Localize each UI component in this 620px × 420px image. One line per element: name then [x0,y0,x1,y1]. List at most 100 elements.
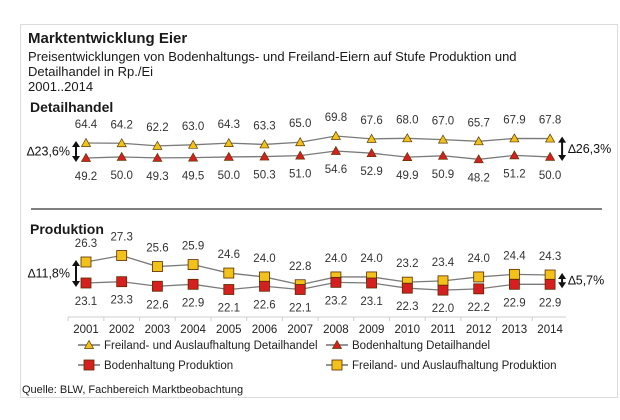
detailhandel-point-0-2013 [509,133,520,143]
detailhandel-data-label-1-2009: 52.9 [360,166,382,178]
x-tick-label-2002: 2002 [109,324,135,336]
detailhandel-point-0-2012 [473,136,484,146]
detailhandel-data-label-0-2011: 67.0 [432,116,454,128]
produktion-data-label-1-2006: 22.6 [253,299,275,311]
detailhandel-point-1-2006 [259,151,270,161]
detailhandel-point-1-2007 [295,150,306,160]
produktion-data-label-1-2013: 22.9 [503,297,525,309]
detailhandel-data-label-1-2008: 54.6 [325,164,347,176]
x-tick-label-2013: 2013 [502,324,528,336]
detailhandel-data-label-0-2007: 65.0 [289,118,311,130]
produktion-delta-arrow-start-head-down [72,281,80,287]
detailhandel-data-label-0-2003: 62.2 [146,122,168,134]
detailhandel-point-1-2013 [509,150,520,160]
detailhandel-data-label-0-2005: 64.3 [218,119,240,131]
detailhandel-point-0-2005 [223,137,234,147]
detailhandel-data-label-1-2006: 50.3 [253,170,275,182]
produktion-data-label-0-2013: 24.4 [503,250,526,262]
produktion-data-label-1-2005: 22.1 [218,303,240,315]
detailhandel-data-label-0-2013: 67.9 [503,114,525,126]
detailhandel-data-label-1-2007: 51.0 [289,169,311,181]
detailhandel-data-label-1-2014: 50.0 [539,170,561,182]
produktion-data-label-1-2001: 23.1 [75,296,97,308]
produktion-data-label-0-2005: 24.6 [218,249,240,261]
chart-title: Marktentwicklung Eier [28,30,188,47]
legend-marker-2 [83,359,95,371]
section-title-produktion: Produktion [30,221,104,237]
x-tick-label-2008: 2008 [323,324,349,336]
x-tick-label-2010: 2010 [395,324,421,336]
produktion-point-1-2001 [80,277,92,289]
x-tick-label-2006: 2006 [252,324,278,336]
produktion-point-1-2002 [116,276,128,288]
produktion-point-1-2003 [151,280,163,292]
detailhandel-data-label-0-2006: 63.3 [253,120,275,132]
detailhandel-delta-arrow-end-head-up [558,136,567,143]
section-title-detailhandel: Detailhandel [30,99,114,115]
detailhandel-line-0 [85,135,551,147]
detailhandel-point-0-2003 [152,140,163,150]
produktion-line-1 [85,281,551,291]
detailhandel-data-label-1-2012: 48.2 [468,172,490,184]
produktion-data-label-0-2002: 27.3 [111,232,133,244]
detailhandel-point-1-2004 [188,152,199,162]
legend-marker-0 [83,339,95,349]
produktion-point-1-2007 [294,284,306,295]
chart-subtitle-line2: Detailhandel in Rp./Ei [28,64,154,79]
detailhandel-data-label-0-2004: 63.0 [182,121,204,133]
detailhandel-point-0-2011 [437,134,449,144]
produktion-point-0-2013 [508,268,520,280]
detailhandel-point-1-2014 [545,151,556,161]
detailhandel-point-0-2008 [330,130,341,140]
detailhandel-data-label-0-2001: 64.4 [75,119,98,131]
produktion-data-label-1-2002: 23.3 [111,295,133,307]
produktion-data-label-1-2010: 22.3 [396,301,418,313]
x-tick-label-2009: 2009 [359,324,385,336]
detailhandel-delta-end-label: ∆26,3% [568,142,611,156]
produktion-data-label-1-2009: 23.1 [360,296,382,308]
detailhandel-point-1-2002 [116,151,127,161]
legend-label-2: Bodenhaltung Produktion [104,360,233,372]
produktion-point-0-2006 [259,271,270,283]
detailhandel-point-0-2001 [80,137,92,147]
detailhandel-point-0-2009 [366,133,377,143]
detailhandel-data-label-0-2009: 67.6 [360,115,382,127]
detailhandel-delta-arrow-start-head-up [72,141,80,147]
produktion-point-1-2011 [437,284,449,296]
detailhandel-data-label-1-2004: 49.5 [182,171,204,183]
detailhandel-point-1-2012 [473,154,484,164]
detailhandel-delta-start-label: ∆23,6% [27,145,70,159]
produktion-point-1-2008 [330,276,342,288]
produktion-point-0-2002 [116,250,128,261]
chart-period: 2001..2014 [28,79,94,94]
x-tick-label-2007: 2007 [287,324,313,336]
detailhandel-point-1-2010 [402,151,413,161]
produktion-point-1-2013 [508,278,520,290]
produktion-data-label-1-2007: 22.1 [289,303,311,315]
detailhandel-point-1-2001 [80,152,92,162]
legend-label-3: Freiland- und Auslaufhaltung Produktion [352,360,557,372]
produktion-data-label-0-2007: 22.8 [289,261,311,273]
detailhandel-data-label-0-2014: 67.8 [539,115,561,127]
produktion-point-0-2004 [187,259,199,271]
produktion-point-1-2014 [544,278,556,290]
legend-label-1: Bodenhaltung Detailhandel [352,340,490,352]
produktion-point-1-2010 [401,282,413,294]
detailhandel-data-label-1-2010: 49.9 [396,170,418,182]
produktion-point-1-2005 [223,284,235,295]
produktion-delta-end-label: ∆5,7% [568,274,604,288]
produktion-data-label-0-2009: 24.0 [360,253,382,265]
x-tick-label-2001: 2001 [73,324,99,336]
produktion-point-1-2012 [473,283,485,295]
produktion-point-1-2009 [366,277,378,289]
detailhandel-point-0-2007 [295,137,306,147]
detailhandel-point-0-2002 [116,138,127,148]
produktion-point-0-2012 [473,271,485,283]
produktion-data-label-0-2014: 24.3 [539,251,561,263]
produktion-data-label-0-2006: 24.0 [253,253,275,265]
chart-frame [20,24,618,398]
x-tick-label-2012: 2012 [466,324,492,336]
detailhandel-data-label-1-2005: 50.0 [218,170,240,182]
produktion-data-label-1-2008: 23.2 [325,295,347,307]
